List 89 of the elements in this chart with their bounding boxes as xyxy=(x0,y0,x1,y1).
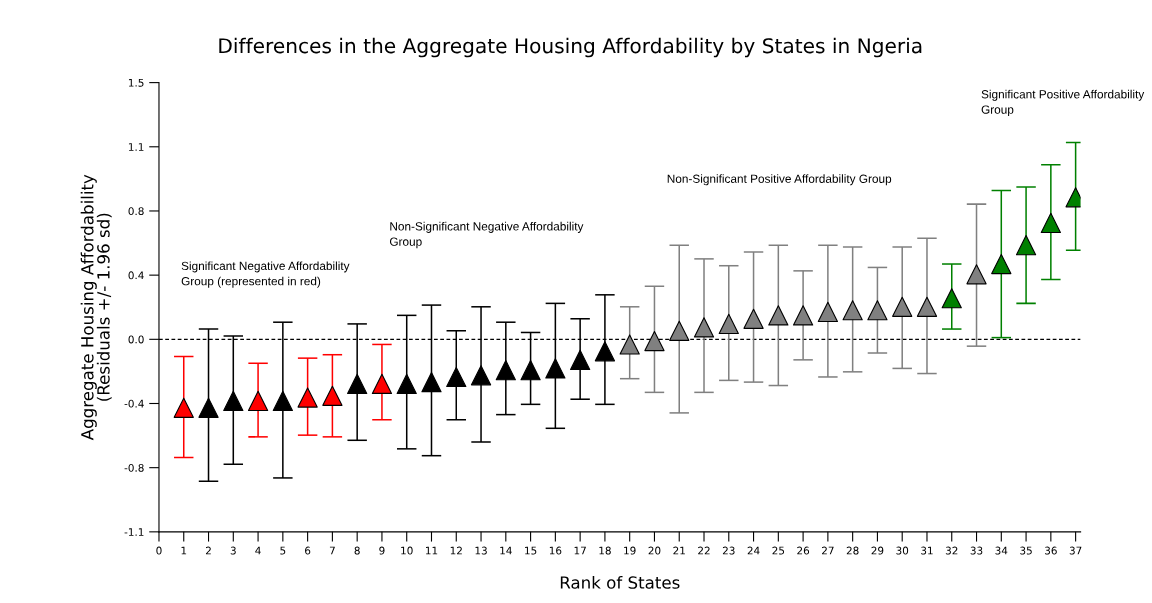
x-tick-label: 24 xyxy=(747,546,760,555)
point xyxy=(941,288,962,309)
x-tick-label: 2 xyxy=(205,546,211,555)
point xyxy=(396,373,417,394)
point xyxy=(470,365,492,386)
point xyxy=(297,387,318,408)
x-tick-label: 10 xyxy=(401,546,413,555)
x-tick-label: 19 xyxy=(624,546,636,555)
point xyxy=(570,349,591,370)
point xyxy=(792,305,814,326)
y-tick-label: 0.0 xyxy=(128,335,144,344)
point xyxy=(991,253,1012,275)
point xyxy=(247,390,269,412)
x-tick-label: 27 xyxy=(822,546,834,555)
point xyxy=(322,385,343,406)
x-tick-label: 5 xyxy=(280,546,286,555)
x-tick-label: 1 xyxy=(181,546,187,555)
x-tick-label: 33 xyxy=(970,546,983,555)
y-tick-label: 1.5 xyxy=(128,78,144,87)
point xyxy=(817,301,839,323)
x-tick-label: 12 xyxy=(450,546,462,555)
point xyxy=(867,300,888,321)
point xyxy=(198,397,219,418)
x-tick-label: 16 xyxy=(549,546,562,555)
y-tick-label: 0.8 xyxy=(128,207,144,216)
annotation: Non-Significant Negative Affordability Group xyxy=(389,221,584,249)
annotation: Significant Positive Affordability Group xyxy=(981,89,1145,117)
x-tick-label: 3 xyxy=(230,546,236,555)
x-tick-label: 0 xyxy=(156,546,162,555)
chart-title: Differences in the Aggregate Housing Affordability by States in Ngeria xyxy=(219,37,922,58)
x-tick-label: 35 xyxy=(1020,546,1032,555)
x-axis-title: Rank of States xyxy=(560,575,680,589)
point xyxy=(619,334,640,355)
point xyxy=(545,358,566,379)
point xyxy=(644,330,665,352)
point xyxy=(966,264,987,285)
point xyxy=(768,305,789,326)
y-tick-label: 1.1 xyxy=(128,143,144,151)
point xyxy=(520,359,541,381)
x-tick-label: 37 xyxy=(1069,546,1082,555)
x-tick-label: 32 xyxy=(945,546,958,555)
x-tick-label: 17 xyxy=(574,546,586,555)
x-tick-label: 18 xyxy=(599,546,611,555)
x-tick-label: 29 xyxy=(871,546,884,555)
x-tick-label: 11 xyxy=(426,546,438,555)
x-tick-label: 34 xyxy=(995,546,1008,555)
point xyxy=(718,313,739,335)
x-tick-label: 36 xyxy=(1045,546,1057,555)
annotation: Significant Negative Affordability Group (represented in red) xyxy=(181,261,350,288)
x-tick-label: 6 xyxy=(305,546,311,555)
point xyxy=(743,308,764,329)
point xyxy=(1040,212,1061,234)
point xyxy=(916,296,938,317)
x-tick-label: 25 xyxy=(772,546,785,555)
y-tick-label: -1.1 xyxy=(124,528,144,536)
x-tick-label: 13 xyxy=(475,546,487,555)
point xyxy=(892,296,913,317)
point xyxy=(421,371,442,393)
x-tick-label: 22 xyxy=(698,546,710,555)
point xyxy=(693,317,715,338)
point xyxy=(223,390,244,412)
x-tick-label: 20 xyxy=(648,546,661,555)
x-tick-label: 14 xyxy=(500,546,512,555)
x-tick-label: 28 xyxy=(846,546,859,555)
y-tick-label: -0.8 xyxy=(124,463,144,472)
point xyxy=(842,300,863,321)
x-tick-label: 23 xyxy=(722,546,735,555)
point xyxy=(173,397,194,418)
x-tick-label: 7 xyxy=(329,546,335,555)
x-tick-label: 26 xyxy=(797,546,810,555)
point xyxy=(347,373,368,394)
point xyxy=(495,359,516,381)
point xyxy=(371,373,393,394)
x-tick-label: 21 xyxy=(673,546,685,555)
x-tick-label: 30 xyxy=(896,546,909,555)
point xyxy=(1015,235,1037,256)
x-tick-label: 4 xyxy=(255,546,261,555)
point xyxy=(669,320,690,341)
y-tick-label: -0.4 xyxy=(124,399,144,408)
x-tick-label: 31 xyxy=(921,546,933,555)
annotation: Non-Significant Positive Affordability Group xyxy=(667,174,892,186)
point xyxy=(594,341,616,362)
y-axis-title: Aggregate Housing Affordability (Residuals +/- 1.96 sd) xyxy=(80,174,112,441)
x-tick-label: 9 xyxy=(379,546,385,555)
x-tick-label: 8 xyxy=(354,546,360,555)
y-tick-label: 0.4 xyxy=(128,271,144,280)
point xyxy=(272,390,293,412)
x-tick-label: 15 xyxy=(525,546,537,555)
point xyxy=(446,366,467,388)
